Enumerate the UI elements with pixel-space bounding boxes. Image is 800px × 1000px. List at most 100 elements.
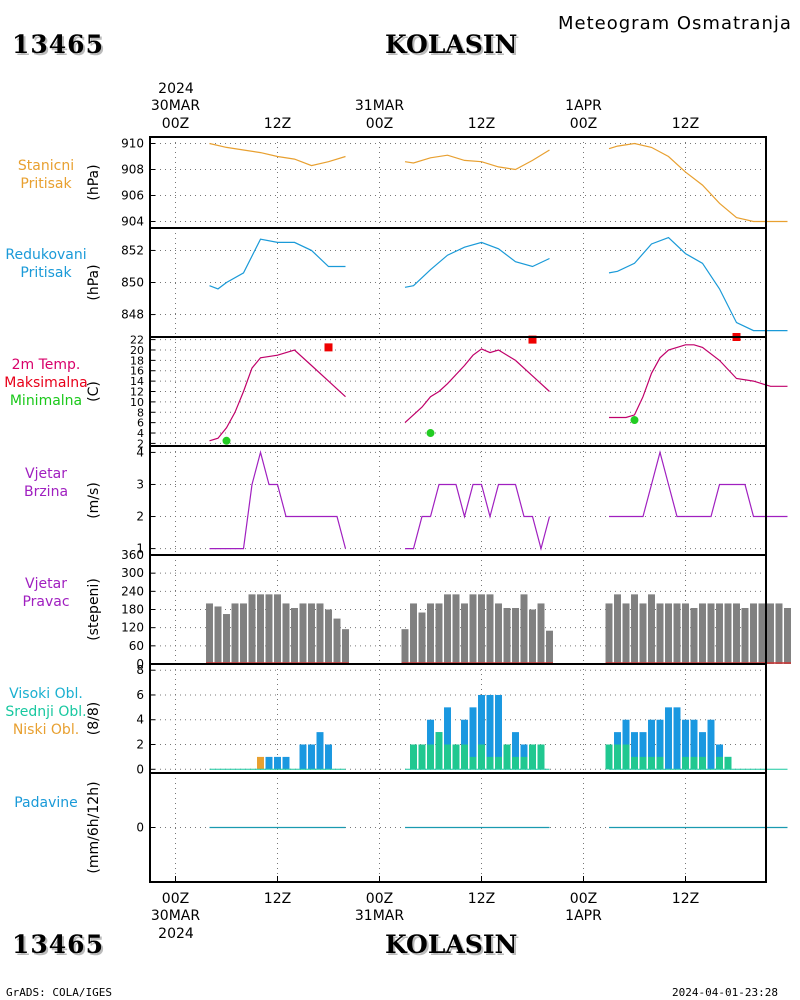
y-tick-label: 18 [130,354,144,367]
panel-label-station-pressure: Pritisak [20,176,72,192]
unit-label-temperature: (C) [86,381,102,402]
wind-direction-bar [707,603,715,664]
unit-label-wind-direction: (stepeni) [86,578,102,641]
series-line-temperature [209,349,346,442]
max-temp-marker [528,335,537,344]
cloud-bar-visokiobl [639,732,647,770]
wind-direction-bar [750,603,757,664]
series-line-wind-speed [405,483,551,551]
panel-frame-temperature [149,336,767,447]
wind-direction-bar [223,614,230,664]
panel-label-wind-speed: Brzina [24,484,68,500]
y-tick-label: 1 [136,542,144,556]
y-tick-label: 360 [121,548,144,562]
wind-direction-bar [291,607,298,664]
panel-label-cloud-cover: Niski Obl. [13,722,79,738]
wind-direction-bar [512,607,519,664]
y-tick-label: 16 [130,365,144,378]
max-temp-marker [324,343,333,352]
wind-direction-bar [631,594,638,664]
wind-direction-bar [682,603,689,664]
wind-direction-bar [529,609,536,664]
wind-direction-bar [724,603,732,664]
wind-direction-bar [257,594,264,664]
cloud-bar-visokiobl [299,744,307,770]
y-tick-label: 4 [136,445,144,459]
wind-direction-bar [733,603,740,664]
y-tick-label: 2 [136,510,144,524]
cloud-bar-visokiobl [495,694,502,770]
panel-label-wind-direction: Pravac [22,594,69,610]
unit-label-reduced-pressure: (hPa) [86,264,102,300]
wind-direction-bar [342,629,349,664]
cloud-bar-srednjiobl [461,744,468,770]
y-tick-label: 0 [136,762,144,776]
day-label-bottom: 1APR [565,908,602,924]
cloud-bar-visokiobl [444,707,451,770]
y-tick-label: 910 [121,137,144,151]
time-tick-top: 00Z [162,116,189,132]
cloud-bar-srednjiobl [418,744,426,770]
y-tick-label: 10 [130,396,144,409]
wind-direction-bar [214,606,222,664]
cloud-bar-visokiobl [673,707,681,770]
wind-direction-bar [639,603,647,664]
wind-direction-bar [758,603,766,664]
cloud-bar-visokiobl [282,756,290,770]
cloud-bar-visokiobl [665,707,672,770]
wind-direction-bar [614,594,621,664]
y-tick-label: 20 [130,344,144,357]
day-label-bottom: 31MAR [355,908,404,924]
panel-label-reduced-pressure: Pritisak [20,265,72,281]
header-title: Meteogram Osmatranja [558,13,792,34]
time-tick-top: 12Z [468,116,495,132]
series-line-station-pressure [209,142,346,167]
cloud-bar-visokiobl [631,732,638,770]
panel-label-cloud-cover: Srednji Obl. [5,704,86,720]
time-tick-top: 12Z [672,116,699,132]
y-tick-label: 848 [121,308,144,322]
panel-label-reduced-pressure: Redukovani [5,247,86,263]
series-line-reduced-pressure [608,236,788,332]
cloud-bar-srednjiobl [682,756,689,770]
cloud-bar-srednjiobl [452,744,460,770]
time-tick-bottom: 00Z [570,891,597,907]
panel-label-wind-direction: Vjetar [25,576,67,592]
wind-direction-bar [690,607,698,664]
cloud-bar-visokiobl [656,719,664,770]
panel-frame-wind-speed [149,445,767,556]
generated-timestamp: 2024-04-01-23:28 [672,986,778,999]
wind-direction-bar [537,603,545,664]
wind-direction-bar [648,594,655,664]
y-tick-label: 906 [121,189,144,203]
y-tick-label: 904 [121,215,144,229]
time-tick-bottom: 00Z [162,891,189,907]
cloud-bar-srednjiobl [614,744,621,770]
cloud-bar-srednjiobl [486,756,494,770]
y-tick-label: 60 [129,639,144,653]
series-line-reduced-pressure [404,241,550,288]
cloud-bar-srednjiobl [716,756,723,770]
panel-frame-station-pressure [149,136,767,229]
panel-label-station-pressure: Stanicni [18,158,74,174]
wind-direction-bar [248,594,256,664]
series-line-station-pressure [404,149,550,171]
cloud-bar-srednjiobl [724,756,732,770]
cloud-bar-srednjiobl [427,744,434,770]
wind-direction-bar [240,603,247,664]
y-tick-label: 14 [130,375,144,388]
y-tick-label: 850 [121,276,144,290]
panel-label-wind-speed: Vjetar [25,466,67,482]
cloud-bar-srednjiobl [699,756,706,770]
wind-direction-bar [673,603,681,664]
wind-direction-bar [461,603,468,664]
min-temp-marker [426,429,435,438]
wind-direction-bar [784,607,791,664]
time-tick-bottom: 12Z [672,891,699,907]
cloud-bar-visokiobl [274,756,281,770]
year-label-top: 2024 [158,81,194,97]
cloud-bar-srednjiobl [435,732,443,770]
cloud-bar-srednjiobl [495,756,502,770]
wind-direction-bar [308,603,315,664]
